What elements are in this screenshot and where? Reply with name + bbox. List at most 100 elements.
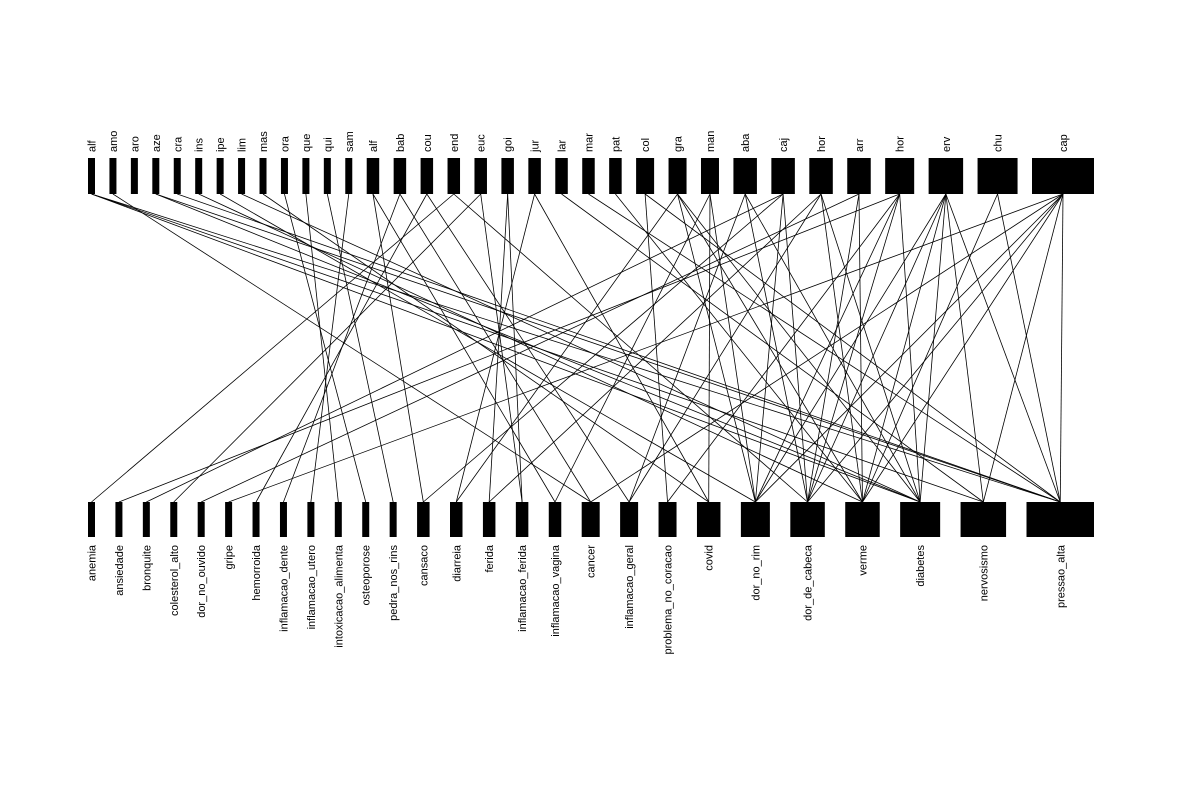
edge-t16-b22 [453, 193, 808, 503]
bottom-node-label: inflamacao_dente [278, 545, 290, 632]
top-node-bar [528, 158, 541, 194]
bottom-node-label: inflamacao_ferida [517, 544, 529, 632]
edge-t25-b21 [709, 193, 756, 503]
bottom-node-label: covid [704, 545, 716, 571]
top-node-bar [885, 158, 915, 194]
edge-t27-b12 [423, 193, 784, 503]
bottom-node-bar [252, 502, 260, 537]
edge-t8-b20 [262, 193, 709, 503]
bottom-node-bar [900, 502, 941, 537]
top-node-label: gra [673, 135, 685, 152]
top-node-label: cou [422, 134, 434, 152]
bottom-node-label: verme [857, 545, 869, 576]
top-node-label: ins [194, 137, 206, 152]
edge-t27-b22 [782, 193, 808, 503]
top-node-bar [668, 158, 687, 194]
top-node-label: qui [322, 137, 334, 152]
top-node-bar [393, 158, 407, 194]
bottom-node-label: intoxicacao_alimenta [333, 544, 345, 648]
edge-t17-b15 [480, 193, 523, 503]
bottom-node-label: pedra_nos_rins [388, 545, 400, 621]
edge-t33-b17 [590, 193, 1064, 503]
bottom-node-bar [581, 502, 600, 537]
edge-t9-b10 [284, 193, 367, 503]
edge-t33-b22 [807, 193, 1064, 503]
top-node-label: jur [530, 139, 542, 153]
edge-t24-b21 [677, 193, 756, 503]
top-node-label: arr [854, 138, 866, 152]
top-node-bar [928, 158, 964, 194]
top-node-bar [280, 158, 288, 194]
bottom-node-label: pressao_alta [1055, 544, 1067, 608]
edge-t28-b14 [488, 193, 822, 503]
bottom-node-bar [696, 502, 721, 537]
bottom-node-bar [417, 502, 430, 537]
top-node-label: goi [503, 137, 515, 152]
top-node-bar [216, 158, 224, 194]
top-node-bar [700, 158, 719, 194]
top-nodes-layer: alf amo aro aze cra ins ipe lim mas ora que qui sam a… [87, 131, 1094, 194]
bottom-node-label: cansaco [418, 545, 430, 586]
top-node-label: que [301, 134, 313, 152]
edge-t32-b26 [997, 193, 1061, 503]
top-node-label: sam [344, 131, 356, 152]
top-node-label: col [640, 138, 652, 152]
bottom-node-bar [225, 502, 233, 537]
top-node-bar [1032, 158, 1094, 194]
bottom-node-bar [142, 502, 150, 537]
edge-t26-b24 [744, 193, 921, 503]
top-node-bar [733, 158, 757, 194]
top-node-label: bab [395, 134, 407, 152]
top-node-label: hor [816, 136, 828, 152]
top-node-label: amo [108, 131, 120, 152]
bottom-node-bar [450, 502, 463, 537]
top-node-bar [323, 158, 331, 194]
edge-t24-b23 [677, 193, 863, 503]
bottom-node-label: problema_no_coracao [663, 545, 675, 654]
edge-t10-b9 [305, 193, 339, 503]
bottom-node-label: osteoporose [361, 545, 373, 606]
edge-t26-b18 [628, 193, 746, 503]
edge-t24-b24 [677, 193, 921, 503]
top-node-bar [195, 158, 203, 194]
edge-t29-b4 [201, 193, 860, 503]
top-node-bar [847, 158, 871, 194]
bottom-node-label: gripe [224, 545, 236, 569]
bottom-node-bar [620, 502, 639, 537]
bottom-node-label: inflamacao_utero [306, 545, 318, 629]
top-node-bar [420, 158, 434, 194]
top-node-bar [771, 158, 795, 194]
edge-t31-b21 [755, 193, 947, 503]
top-node-bar [474, 158, 487, 194]
bottom-node-label: colesterol_alto [169, 545, 181, 616]
edge-t30-b22 [807, 193, 901, 503]
edge-t33-b26 [1059, 193, 1064, 503]
top-node-label: alf [368, 139, 380, 152]
edge-t30-b19 [667, 193, 901, 503]
top-node-label: erv [941, 136, 953, 152]
top-node-label: euc [476, 134, 488, 152]
bottom-node-bar [1026, 502, 1094, 537]
edge-t30-b1 [118, 193, 900, 503]
bottom-node-bar [170, 502, 178, 537]
bottom-node-bar [845, 502, 880, 537]
edge-t19-b20 [534, 193, 710, 503]
top-node-label: aba [740, 133, 752, 152]
bottom-node-label: anemia [87, 544, 99, 581]
top-node-bar [152, 158, 160, 194]
edge-t3-b24 [155, 193, 921, 503]
top-node-bar [582, 158, 595, 194]
top-node-label: cap [1058, 134, 1070, 152]
edge-t28-b18 [628, 193, 822, 503]
top-node-bar [238, 158, 246, 194]
top-node-label: ipe [215, 137, 227, 152]
top-node-bar [501, 158, 514, 194]
top-node-label: ora [279, 135, 291, 152]
bottom-node-label: ansiedade [114, 545, 126, 596]
bottom-node-bar [658, 502, 677, 537]
edge-t31-b25 [945, 193, 984, 503]
top-node-label: lar [557, 139, 569, 152]
edge-t0-b26 [91, 193, 1061, 503]
edge-t25-b20 [708, 193, 711, 503]
